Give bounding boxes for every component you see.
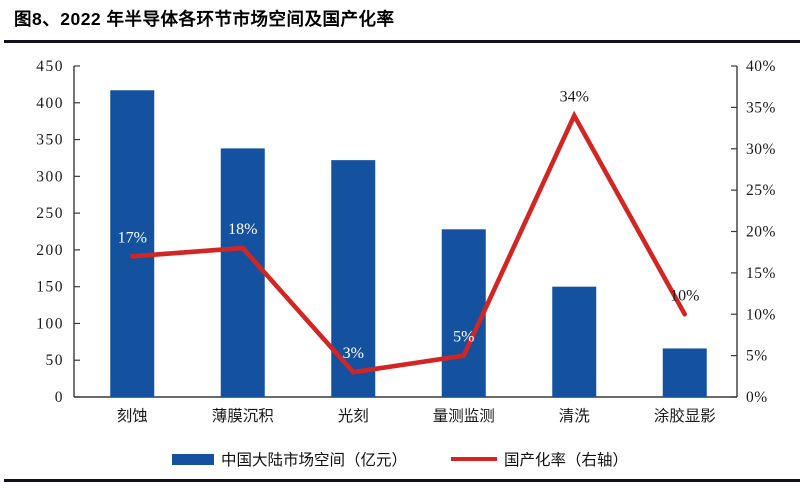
category-label: 刻蚀 xyxy=(117,407,148,425)
y-axis-right-tick-label: 15% xyxy=(746,265,776,282)
y-axis-left-tick-label: 250 xyxy=(36,205,64,222)
legend-item-localization-rate: 国产化率（右轴） xyxy=(451,448,628,470)
legend-label: 国产化率（右轴） xyxy=(504,452,629,469)
bar xyxy=(552,286,597,397)
y-axis-left-tick-label: 100 xyxy=(36,315,64,332)
y-axis-right-tick-label: 25% xyxy=(746,182,776,199)
bar xyxy=(220,148,265,397)
y-axis-left-tick-label: 50 xyxy=(46,352,65,369)
y-axis-left-tick-label: 400 xyxy=(36,95,64,112)
category-label: 量测监测 xyxy=(433,407,495,425)
y-axis-left-tick-label: 150 xyxy=(36,279,64,296)
legend-item-market-space: 中国大陆市场空间（亿元） xyxy=(171,448,407,470)
category-label: 涂胶显影 xyxy=(654,407,716,425)
category-label: 光刻 xyxy=(338,407,369,425)
y-axis-right-tick-label: 5% xyxy=(746,348,768,365)
line-series xyxy=(129,110,688,375)
bar xyxy=(110,90,155,398)
y-axis-right-tick-label: 30% xyxy=(746,141,776,158)
y-axis-left-tick-label: 450 xyxy=(36,58,64,75)
y-axis-right-tick-label: 10% xyxy=(746,306,776,323)
category-label: 薄膜沉积 xyxy=(212,407,274,425)
data-label: 10% xyxy=(670,287,699,304)
y-axis-right-tick-label: 20% xyxy=(746,224,776,241)
bar xyxy=(441,229,486,397)
y-axis-right-tick-label: 40% xyxy=(746,58,776,75)
y-axis-left-tick-label: 300 xyxy=(36,168,64,185)
bar xyxy=(662,348,707,397)
combo-chart: 0 50 100 150 200 250 300 350 400 450 0% 5% 10% 15% 20%… xyxy=(36,58,776,425)
data-label: 3% xyxy=(343,345,364,362)
line-series-swatch xyxy=(451,456,497,462)
category-label: 清洗 xyxy=(559,407,591,425)
data-label: 17% xyxy=(118,229,147,246)
y-axis-left-tick-label: 200 xyxy=(36,242,64,259)
bar-series-swatch xyxy=(171,453,214,465)
y-axis-left-tick-label: 0 xyxy=(55,389,64,406)
y-axis-left-tick-label: 350 xyxy=(36,132,64,149)
y-axis-right-tick-label: 35% xyxy=(746,99,776,116)
title-underline xyxy=(4,40,800,43)
chart-legend: 中国大陆市场空间（亿元） 国产化率（右轴） xyxy=(0,448,800,470)
data-label: 5% xyxy=(453,329,474,346)
data-label: 34% xyxy=(560,89,589,106)
legend-label: 中国大陆市场空间（亿元） xyxy=(220,452,407,469)
data-label: 18% xyxy=(228,221,257,238)
y-axis-right-tick-label: 0% xyxy=(746,389,768,406)
figure-bottom-rule xyxy=(4,479,800,482)
figure-title: 图8、2022 年半导体各环节市场空间及国产化率 xyxy=(14,9,395,29)
